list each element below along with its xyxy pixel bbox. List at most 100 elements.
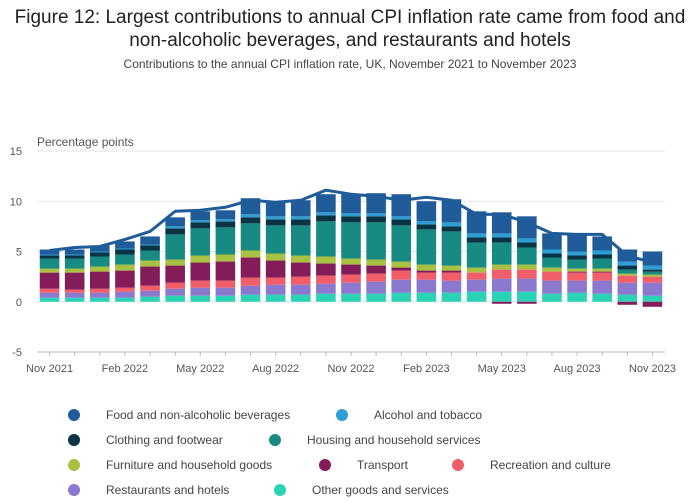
bar-segment (39, 292, 60, 298)
bar-segment (391, 219, 412, 226)
y-tick-label: 0 (16, 297, 22, 309)
bar-segment (567, 259, 587, 269)
bar-segment (391, 225, 412, 262)
bar-segment (441, 222, 462, 227)
bar-segment (64, 268, 85, 273)
bar-segment (517, 247, 537, 265)
bar-segment (64, 249, 85, 255)
x-tick-label: Nov 2022 (327, 363, 374, 375)
bar-segment (140, 245, 160, 251)
bar-segment (316, 194, 336, 213)
bar-segment (115, 264, 135, 271)
y-tick-label: 15 (10, 146, 22, 158)
bar-segment (165, 226, 185, 229)
bar-segment (316, 283, 336, 294)
bar-segment (617, 282, 638, 295)
bar-segment (617, 273, 638, 276)
bar-segment (341, 222, 361, 259)
bar-segment (39, 288, 60, 293)
x-tick-label: Feb 2022 (102, 363, 148, 375)
bar-segment (441, 272, 462, 281)
cpi-rate-line (49, 188, 653, 264)
bar-segment (165, 288, 185, 296)
chart-subtitle: Contributions to the annual CPI inflatio… (123, 57, 577, 71)
bar-segment (140, 244, 160, 246)
bar-segment (642, 301, 663, 307)
bar-segment (642, 276, 663, 283)
bar-segment (140, 236, 160, 245)
bar-segment (39, 258, 60, 269)
bar-segment (642, 295, 663, 302)
bar-segment (190, 222, 211, 229)
bar-segment (90, 245, 110, 252)
bar-segment (265, 284, 286, 295)
bar-segment (39, 255, 60, 259)
bar-segment (617, 294, 638, 302)
bar-segment (491, 269, 512, 279)
bar-segment (265, 253, 286, 261)
bar-segment (290, 276, 311, 285)
bar-segment (316, 275, 336, 284)
bar-segment (39, 254, 60, 256)
bar-segment (165, 259, 185, 266)
bar-segment (64, 272, 85, 290)
bar-segment (316, 212, 336, 216)
bar-segment (567, 255, 587, 260)
bar-segment (542, 249, 562, 254)
bar-segment (140, 285, 160, 291)
bar-segment (290, 262, 311, 277)
bar-segment (542, 267, 562, 272)
bar-segment (190, 220, 211, 223)
bar-segment (341, 194, 361, 214)
bar-segment (416, 292, 437, 302)
bar-segment (165, 265, 185, 283)
bar-segment (115, 287, 135, 292)
bar-segment (215, 287, 236, 296)
bar-segment (39, 268, 60, 273)
bar-segment (90, 297, 110, 302)
bar-segment (341, 282, 361, 294)
bar-segment (265, 294, 286, 302)
bar-segment (265, 219, 286, 226)
bar-segment (466, 267, 487, 273)
bar-segment (416, 229, 437, 265)
bar-segment (391, 261, 412, 268)
x-tick-label: May 2023 (478, 363, 526, 375)
y-tick-label: 10 (10, 196, 22, 208)
bar-segment (90, 251, 110, 253)
bar-segment (542, 257, 562, 268)
bar-segment (290, 284, 311, 295)
bar-segment (240, 294, 261, 302)
bar-segment (115, 254, 135, 265)
bar-segment (416, 221, 437, 225)
bar-segment (542, 253, 562, 258)
bar-segment (416, 272, 437, 280)
bar-segment (215, 295, 236, 302)
bar-segment (90, 292, 110, 298)
bar-segment (466, 211, 487, 234)
bar-segment (265, 260, 286, 278)
bar-segment (466, 279, 487, 292)
bar-segment (391, 267, 412, 271)
bar-segment (190, 280, 211, 288)
bar-segment (341, 216, 361, 223)
bar-segment (215, 261, 236, 281)
bar-segment (39, 272, 60, 289)
bar-segment (542, 293, 562, 302)
bar-segment (90, 271, 110, 289)
bar-segment (115, 297, 135, 302)
bar-segment (366, 293, 386, 302)
bar-segment (642, 282, 663, 296)
bar-segment (90, 266, 110, 272)
bar-segment (115, 291, 135, 298)
chart-title: Figure 12: Largest contributions to annu… (14, 7, 686, 51)
bar-segment (190, 295, 211, 302)
bar-segment (265, 201, 286, 217)
bar-segment (642, 269, 663, 272)
bar-segment (567, 271, 587, 273)
bar-segment (140, 296, 160, 302)
bar-segment (240, 217, 261, 224)
bar-segment (316, 256, 336, 264)
bar-segment (567, 235, 587, 252)
bar-segment (466, 233, 487, 238)
